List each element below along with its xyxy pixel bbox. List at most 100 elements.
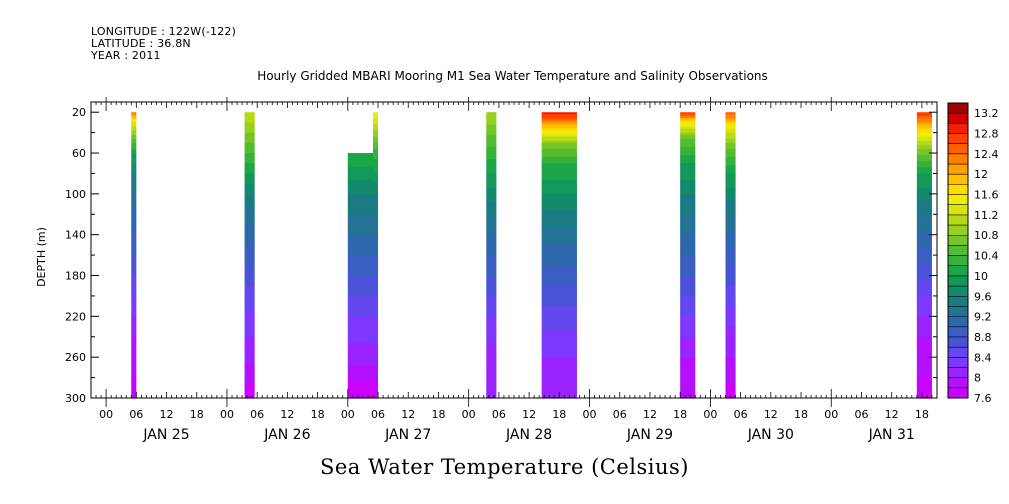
- year-label: YEAR : 2011: [91, 49, 161, 62]
- data-cell: [680, 383, 696, 387]
- data-cell: [347, 312, 373, 315]
- data-cell: [373, 295, 379, 299]
- data-cell: [486, 320, 497, 324]
- data-cell: [373, 175, 379, 179]
- data-cell: [244, 199, 255, 203]
- data-cell: [244, 153, 255, 156]
- data-cell: [131, 112, 137, 115]
- data-cell: [486, 295, 497, 299]
- data-cell: [486, 277, 497, 281]
- data-cell: [244, 214, 255, 217]
- data-cell: [916, 189, 932, 193]
- data-cell: [541, 222, 577, 226]
- data-cell: [541, 361, 577, 364]
- data-cell: [244, 373, 255, 377]
- data-cell: [725, 344, 736, 348]
- data-cell: [541, 175, 577, 179]
- data-cell: [680, 287, 696, 291]
- data-cell: [244, 328, 255, 332]
- data-cell: [244, 353, 255, 356]
- data-cell: [541, 218, 577, 221]
- data-cell: [916, 391, 932, 395]
- data-cell: [916, 161, 932, 164]
- colorbar-swatch: [948, 174, 968, 185]
- data-cell: [680, 312, 696, 315]
- data-cell: [486, 195, 497, 199]
- data-cell: [680, 216, 696, 219]
- data-cell: [244, 359, 255, 362]
- data-cell: [725, 116, 736, 119]
- data-cell: [347, 210, 373, 213]
- data-cell: [244, 363, 255, 366]
- data-cell: [680, 181, 696, 185]
- data-cell: [373, 257, 379, 260]
- data-cell: [916, 389, 932, 393]
- data-cell: [244, 387, 255, 391]
- y-tick-label: 180: [65, 270, 86, 283]
- data-cell: [725, 171, 736, 175]
- x-tick-label: 12: [885, 408, 899, 421]
- data-cell: [131, 263, 137, 266]
- data-cell: [541, 138, 577, 142]
- data-cell: [916, 306, 932, 309]
- data-cell: [244, 383, 255, 387]
- data-cell: [347, 255, 373, 258]
- data-cell: [916, 332, 932, 336]
- data-cell: [347, 202, 373, 205]
- data-cell: [131, 240, 137, 244]
- data-cell: [541, 297, 577, 301]
- data-cell: [131, 375, 137, 379]
- data-cell: [373, 369, 379, 373]
- data-cell: [244, 163, 255, 166]
- data-cell: [486, 255, 497, 258]
- data-cell: [725, 189, 736, 193]
- data-cell: [486, 216, 497, 219]
- data-cell: [347, 232, 373, 236]
- data-cell: [680, 118, 696, 121]
- data-cell: [725, 220, 736, 224]
- data-cell: [131, 153, 137, 156]
- colorbar-swatch: [948, 347, 968, 358]
- data-cell: [131, 185, 137, 189]
- data-cell: [916, 238, 932, 242]
- data-cell: [244, 134, 255, 138]
- data-cell: [916, 349, 932, 352]
- data-cell: [347, 332, 373, 336]
- colorbar-tick-label: 10.8: [974, 229, 999, 242]
- data-cell: [486, 187, 497, 191]
- data-cell: [486, 120, 497, 124]
- data-cell: [373, 208, 379, 211]
- data-cell: [373, 355, 379, 358]
- data-cell: [541, 267, 577, 270]
- data-cell: [486, 351, 497, 354]
- data-cell: [244, 349, 255, 352]
- data-cell: [541, 181, 577, 185]
- data-cell: [680, 365, 696, 368]
- data-cell: [680, 326, 696, 330]
- data-cell: [131, 230, 137, 234]
- data-cell: [680, 240, 696, 244]
- data-cell: [347, 324, 373, 328]
- data-cell: [373, 171, 379, 175]
- data-cell: [680, 138, 696, 142]
- data-cell: [486, 236, 497, 240]
- data-cell: [486, 218, 497, 221]
- data-cell: [725, 246, 736, 250]
- data-cell: [486, 338, 497, 342]
- data-cell: [916, 259, 932, 262]
- data-cell: [541, 228, 577, 232]
- data-cell: [373, 220, 379, 224]
- data-cell: [486, 128, 497, 132]
- data-cell: [541, 387, 577, 391]
- data-cell: [916, 132, 932, 136]
- data-cell: [347, 338, 373, 342]
- data-cell: [680, 155, 696, 158]
- data-cell: [131, 342, 137, 346]
- data-cell: [680, 146, 696, 150]
- colorbar-swatch: [948, 194, 968, 206]
- data-cell: [131, 238, 137, 242]
- data-cell: [131, 391, 137, 395]
- data-cell: [486, 279, 497, 283]
- data-cell: [131, 148, 137, 152]
